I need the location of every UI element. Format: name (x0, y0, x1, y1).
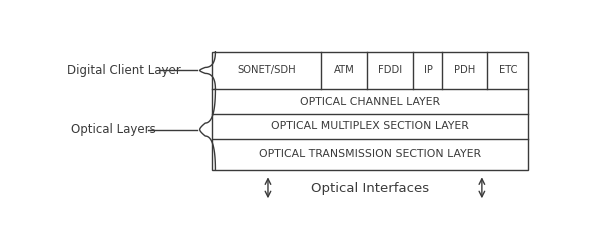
Text: PDH: PDH (454, 65, 476, 75)
Text: OPTICAL TRANSMISSION SECTION LAYER: OPTICAL TRANSMISSION SECTION LAYER (259, 149, 481, 159)
Text: OPTICAL CHANNEL LAYER: OPTICAL CHANNEL LAYER (300, 97, 440, 106)
Text: ATM: ATM (334, 65, 355, 75)
Bar (212, 52, 529, 170)
Text: OPTICAL MULTIPLEX SECTION LAYER: OPTICAL MULTIPLEX SECTION LAYER (271, 122, 469, 131)
Text: Digital Client Layer: Digital Client Layer (67, 64, 181, 77)
Text: FDDI: FDDI (378, 65, 403, 75)
Text: Optical Layers: Optical Layers (71, 123, 155, 136)
Text: IP: IP (424, 65, 433, 75)
Text: ETC: ETC (499, 65, 517, 75)
Text: Optical Interfaces: Optical Interfaces (311, 182, 430, 195)
Text: SONET/SDH: SONET/SDH (238, 65, 296, 75)
